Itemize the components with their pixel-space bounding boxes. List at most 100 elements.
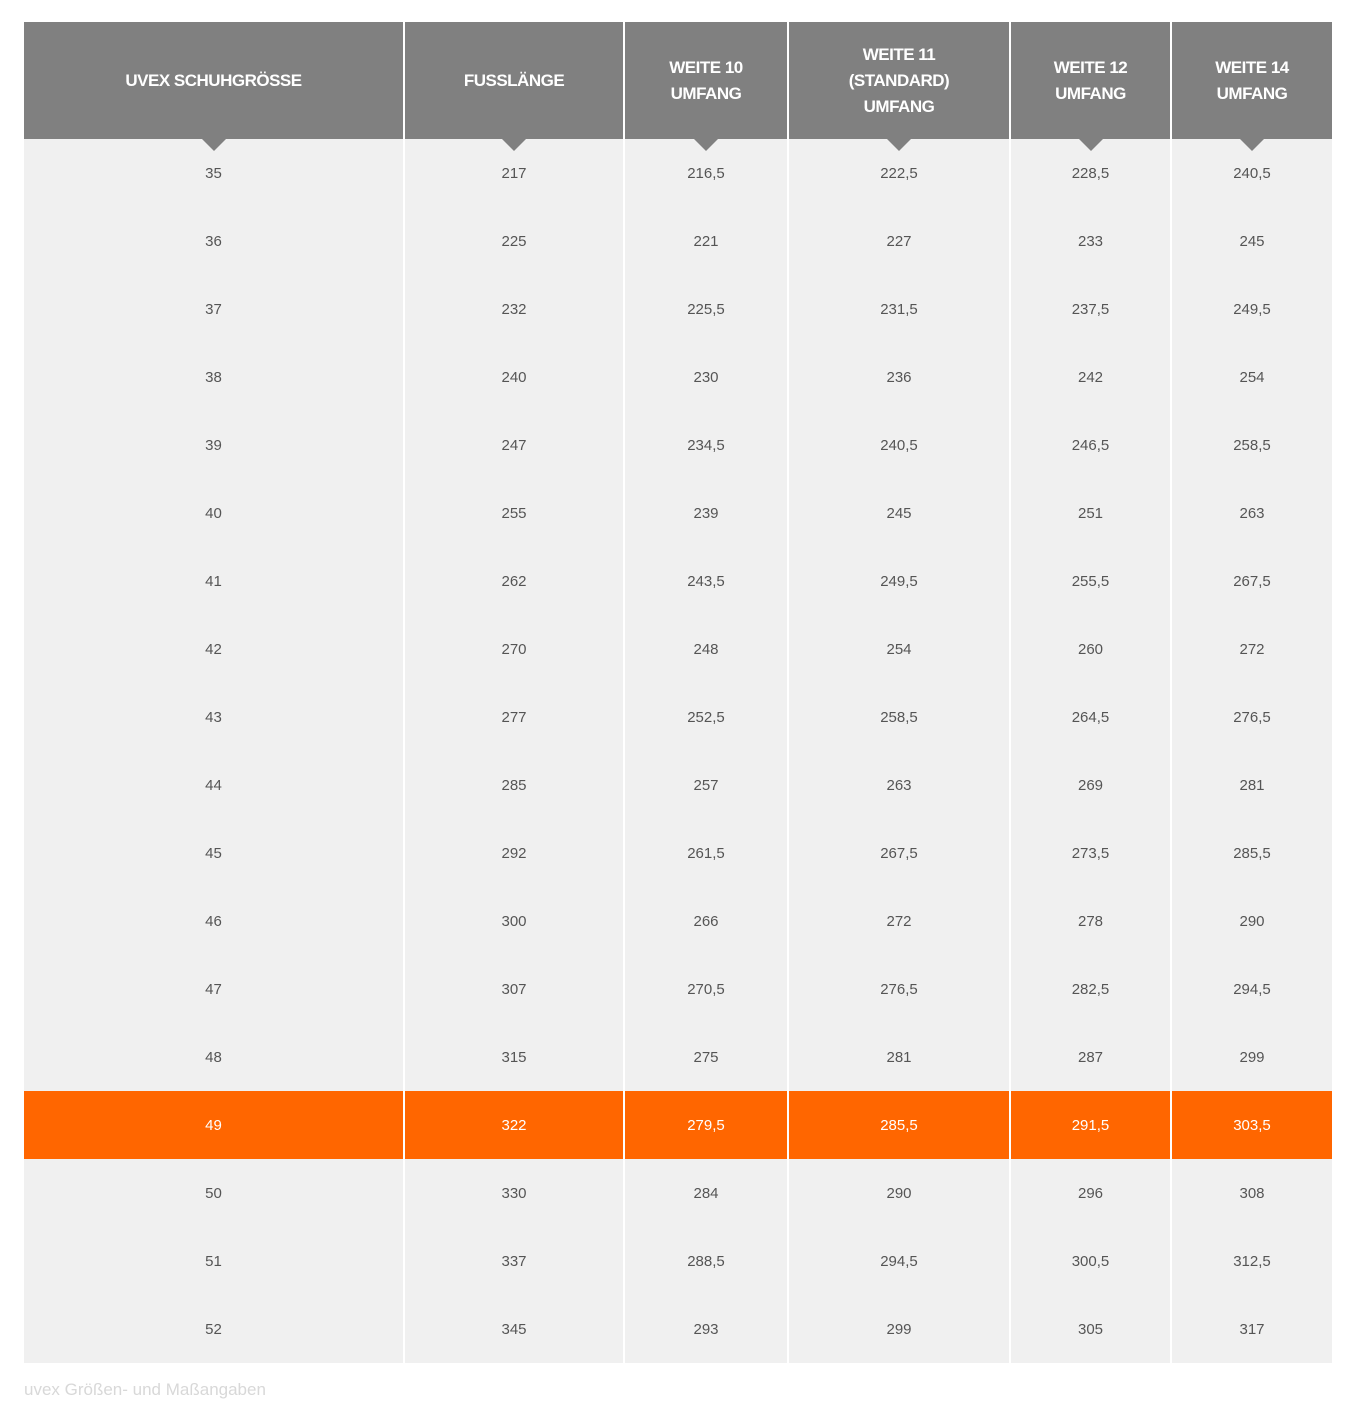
column-header: WEITE 11 (STANDARD) UMFANG bbox=[787, 22, 1010, 151]
table-cell: 277 bbox=[403, 683, 624, 751]
table-cell: 303,5 bbox=[1170, 1091, 1332, 1159]
table-cell: 227 bbox=[787, 207, 1010, 275]
table-cell: 267,5 bbox=[787, 819, 1010, 887]
table-row-highlighted: 49 322 279,5 285,5 291,5 303,5 bbox=[24, 1091, 1332, 1159]
table-cell: 317 bbox=[1170, 1295, 1332, 1363]
table-cell: 252,5 bbox=[623, 683, 788, 751]
table-cell: 285 bbox=[403, 751, 624, 819]
table-cell: 51 bbox=[24, 1227, 404, 1295]
table-cell: 46 bbox=[24, 887, 404, 955]
table-cell: 236 bbox=[787, 343, 1010, 411]
table-cell: 299 bbox=[787, 1295, 1010, 1363]
table-cell: 225 bbox=[403, 207, 624, 275]
table-cell: 45 bbox=[24, 819, 404, 887]
table-cell: 225,5 bbox=[623, 275, 788, 343]
table-cell: 37 bbox=[24, 275, 404, 343]
table-cell: 48 bbox=[24, 1023, 404, 1091]
table-cell: 291,5 bbox=[1009, 1091, 1171, 1159]
table-cell: 247 bbox=[403, 411, 624, 479]
column-header: WEITE 14 UMFANG bbox=[1170, 22, 1332, 151]
table-cell: 293 bbox=[623, 1295, 788, 1363]
column-header-label: UMFANG bbox=[1055, 83, 1126, 103]
table-cell: 276,5 bbox=[1170, 683, 1332, 751]
table-cell: 43 bbox=[24, 683, 404, 751]
table-cell: 230 bbox=[623, 343, 788, 411]
table-cell: 307 bbox=[403, 955, 624, 1023]
table-cell: 288,5 bbox=[623, 1227, 788, 1295]
table-cell: 233 bbox=[1009, 207, 1171, 275]
table-row: 50 330 284 290 296 308 bbox=[24, 1159, 1332, 1227]
table-row: 47 307 270,5 276,5 282,5 294,5 bbox=[24, 955, 1332, 1023]
table-cell: 254 bbox=[787, 615, 1010, 683]
table-cell: 52 bbox=[24, 1295, 404, 1363]
table-cell: 337 bbox=[403, 1227, 624, 1295]
table-cell: 249,5 bbox=[787, 547, 1010, 615]
table-row: 51 337 288,5 294,5 300,5 312,5 bbox=[24, 1227, 1332, 1295]
table-cell: 272 bbox=[1170, 615, 1332, 683]
column-header-label: WEITE 14 bbox=[1215, 57, 1289, 77]
table-cell: 47 bbox=[24, 955, 404, 1023]
column-header-label: FUSSLÄNGE bbox=[463, 70, 565, 90]
table-cell: 330 bbox=[403, 1159, 624, 1227]
table-cell: 240,5 bbox=[787, 411, 1010, 479]
table-row: 43 277 252,5 258,5 264,5 276,5 bbox=[24, 683, 1332, 751]
table-row: 37 232 225,5 231,5 237,5 249,5 bbox=[24, 275, 1332, 343]
table-cell: 296 bbox=[1009, 1159, 1171, 1227]
table-cell: 40 bbox=[24, 479, 404, 547]
table-cell: 243,5 bbox=[623, 547, 788, 615]
table-cell: 305 bbox=[1009, 1295, 1171, 1363]
table-row: 36 225 221 227 233 245 bbox=[24, 207, 1332, 275]
table-cell: 285,5 bbox=[1170, 819, 1332, 887]
table-row: 41 262 243,5 249,5 255,5 267,5 bbox=[24, 547, 1332, 615]
table-cell: 38 bbox=[24, 343, 404, 411]
column-header: WEITE 10 UMFANG bbox=[623, 22, 788, 151]
table-cell: 272 bbox=[787, 887, 1010, 955]
table-cell: 246,5 bbox=[1009, 411, 1171, 479]
table-row: 42 270 248 254 260 272 bbox=[24, 615, 1332, 683]
table-cell: 251 bbox=[1009, 479, 1171, 547]
table-cell: 282,5 bbox=[1009, 955, 1171, 1023]
table-cell: 255 bbox=[403, 479, 624, 547]
table-row: 39 247 234,5 240,5 246,5 258,5 bbox=[24, 411, 1332, 479]
column-header-label: WEITE 10 bbox=[669, 57, 743, 77]
table-cell: 279,5 bbox=[623, 1091, 788, 1159]
table-cell: 267,5 bbox=[1170, 547, 1332, 615]
table-cell: 261,5 bbox=[623, 819, 788, 887]
table-cell: 345 bbox=[403, 1295, 624, 1363]
table-cell: 266 bbox=[623, 887, 788, 955]
table-cell: 239 bbox=[623, 479, 788, 547]
table-cell: 287 bbox=[1009, 1023, 1171, 1091]
table-cell: 292 bbox=[403, 819, 624, 887]
table-cell: 44 bbox=[24, 751, 404, 819]
table-cell: 260 bbox=[1009, 615, 1171, 683]
table-cell: 242 bbox=[1009, 343, 1171, 411]
caret-down-icon bbox=[1078, 139, 1103, 151]
table-row: 46 300 266 272 278 290 bbox=[24, 887, 1332, 955]
table-cell: 231,5 bbox=[787, 275, 1010, 343]
column-header-label: WEITE 11 bbox=[862, 44, 936, 64]
table-cell: 300,5 bbox=[1009, 1227, 1171, 1295]
table-cell: 273,5 bbox=[1009, 819, 1171, 887]
table-cell: 245 bbox=[1170, 207, 1332, 275]
table-cell: 41 bbox=[24, 547, 404, 615]
table-body: 35 217 216,5 222,5 228,5 240,5 36 225 221 227 233 2… bbox=[24, 139, 1332, 1363]
table-cell: 275 bbox=[623, 1023, 788, 1091]
table-cell: 299 bbox=[1170, 1023, 1332, 1091]
table-cell: 264,5 bbox=[1009, 683, 1171, 751]
table-cell: 50 bbox=[24, 1159, 404, 1227]
table-cell: 290 bbox=[1170, 887, 1332, 955]
table-cell: 315 bbox=[403, 1023, 624, 1091]
column-header-label: UMFANG bbox=[670, 83, 742, 103]
table-cell: 281 bbox=[1170, 751, 1332, 819]
table-cell: 36 bbox=[24, 207, 404, 275]
table-cell: 254 bbox=[1170, 343, 1332, 411]
table-row: 38 240 230 236 242 254 bbox=[24, 343, 1332, 411]
table-row: 40 255 239 245 251 263 bbox=[24, 479, 1332, 547]
table-cell: 262 bbox=[403, 547, 624, 615]
table-cell: 245 bbox=[787, 479, 1010, 547]
table-cell: 285,5 bbox=[787, 1091, 1010, 1159]
table-cell: 232 bbox=[403, 275, 624, 343]
table-cell: 39 bbox=[24, 411, 404, 479]
caret-down-icon bbox=[887, 139, 911, 151]
table-cell: 234,5 bbox=[623, 411, 788, 479]
